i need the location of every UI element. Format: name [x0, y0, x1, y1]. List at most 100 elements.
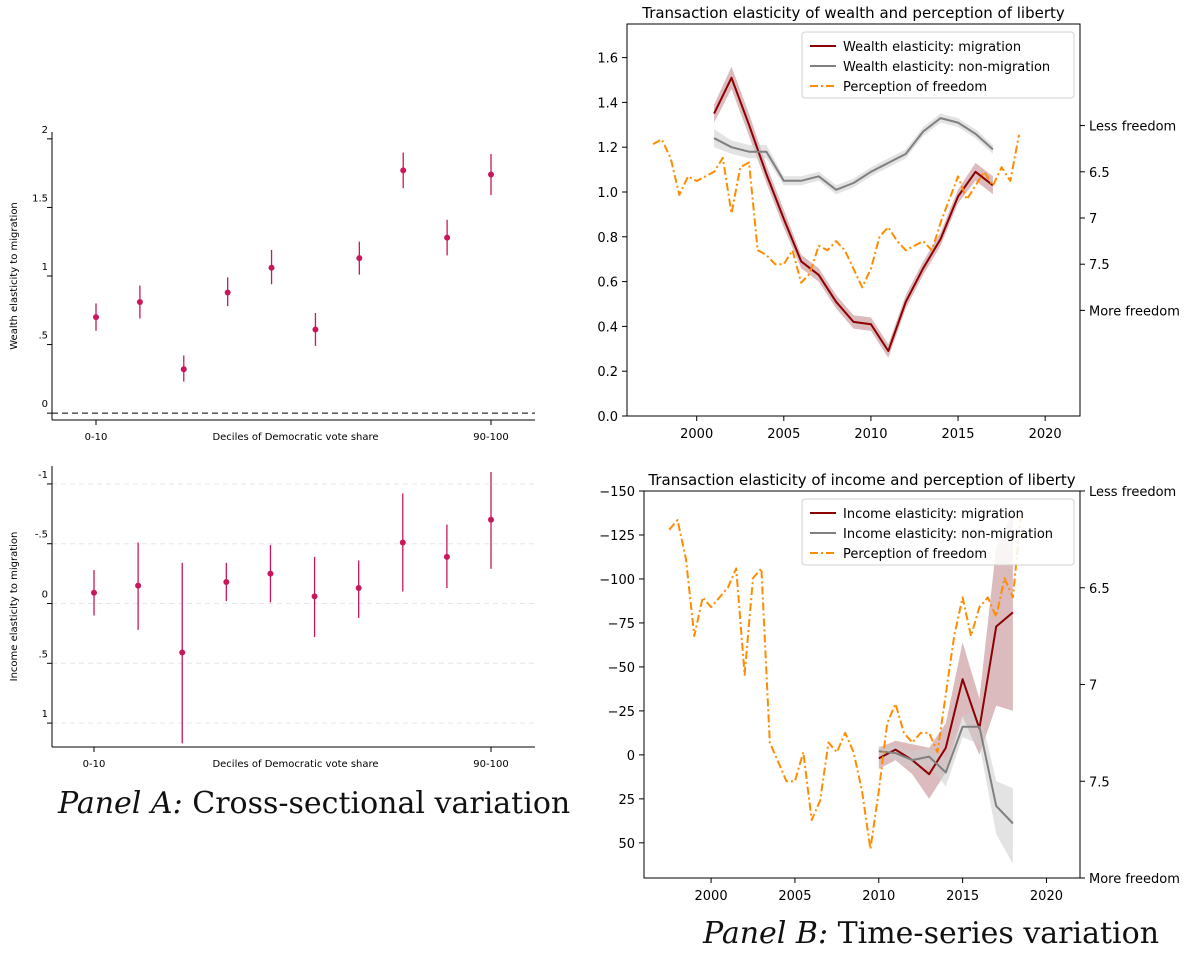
right-y-tick-label: Less freedom	[1089, 485, 1176, 500]
legend-label: Income elasticity: non-migration	[843, 527, 1053, 542]
x-tick-label: 2010	[862, 889, 895, 904]
x-tick-label: 2015	[941, 427, 974, 442]
y-axis-title: Income elasticity to migration	[9, 532, 20, 682]
panel-a-prefix: Panel A:	[58, 786, 183, 821]
y-tick-label: 2	[42, 125, 48, 136]
y-tick-label: −100	[599, 573, 635, 588]
series-line-migration	[878, 611, 1014, 776]
data-point	[268, 264, 275, 271]
panel-b-text: Time-series variation	[828, 916, 1160, 951]
x-tick-label: 0-10	[85, 432, 108, 443]
data-point	[224, 289, 231, 296]
y-tick-label: −125	[599, 529, 635, 544]
chart-title: Transaction elasticity of wealth and per…	[641, 4, 1065, 22]
x-axis-title: Deciles of Democratic vote share	[212, 759, 378, 770]
legend-label: Wealth elasticity: non-migration	[843, 60, 1050, 75]
data-point	[356, 255, 363, 262]
data-point	[444, 234, 451, 241]
series-line-migration	[713, 76, 994, 352]
data-point	[312, 326, 319, 333]
legend-label: Perception of freedom	[843, 80, 987, 95]
y-tick-label: 0.8	[597, 231, 618, 246]
x-tick-label: 0-10	[83, 759, 106, 770]
legend: Income elasticity: migration Income elast…	[801, 498, 1075, 566]
chart-wealth_time_series: Transaction elasticity of wealth and per…	[597, 4, 1180, 442]
right-y-tick-label: 7	[1089, 679, 1097, 694]
y-tick-label: 0	[627, 749, 635, 764]
data-point	[355, 584, 362, 591]
y-tick-label: 0.2	[597, 365, 618, 380]
y-tick-label: -1	[38, 470, 48, 481]
x-tick-label: 2020	[1029, 427, 1062, 442]
x-tick-label: 2015	[946, 889, 979, 904]
right-y-tick-label: More freedom	[1089, 872, 1180, 887]
data-point	[488, 171, 494, 178]
right-y-tick-label: 6.5	[1089, 582, 1110, 597]
y-tick-label: 1.6	[597, 52, 618, 67]
data-point	[399, 539, 406, 546]
data-point	[180, 366, 187, 373]
data-point	[400, 167, 407, 174]
y-tick-label: 0.6	[597, 276, 618, 291]
legend-label: Income elasticity: migration	[843, 507, 1024, 522]
series-line-freedom	[652, 134, 1020, 289]
y-tick-label: .5	[38, 649, 48, 660]
y-tick-label: 1	[42, 709, 48, 720]
y-tick-label: 1.0	[597, 186, 618, 201]
data-point	[488, 516, 494, 523]
y-tick-label: 0.0	[597, 410, 618, 425]
x-tick-label: 2010	[854, 427, 887, 442]
y-tick-label: 25	[618, 793, 635, 808]
y-tick-label: 0	[42, 590, 48, 601]
y-tick-label: 1	[42, 262, 48, 273]
series-line-non-migration	[878, 725, 1014, 825]
x-tick-label: 90-100	[473, 759, 508, 770]
data-point	[311, 593, 318, 600]
confidence-band-non-migration	[714, 113, 993, 195]
y-tick-label: -.5	[35, 530, 48, 541]
legend: Wealth elasticity: migration Wealth elast…	[801, 31, 1075, 99]
legend-box	[801, 31, 1075, 99]
x-tick-label: 2005	[778, 889, 811, 904]
plot-frame	[626, 23, 1081, 417]
panel-a-text: Cross-sectional variation	[182, 786, 571, 821]
panel-b-caption: Panel B: Time-series variation	[703, 916, 1159, 951]
right-y-tick-label: More freedom	[1089, 304, 1180, 319]
legend-label: Perception of freedom	[843, 547, 987, 562]
y-axis-title: Wealth elasticity to migration	[9, 202, 20, 350]
panel-b-prefix: Panel B:	[703, 916, 829, 951]
series-line-freedom	[668, 510, 1023, 850]
y-tick-label: −25	[608, 705, 635, 720]
y-tick-label: 1.2	[597, 141, 618, 156]
data-point	[223, 578, 230, 585]
x-tick-label: 2020	[1030, 889, 1063, 904]
chart-income_time_series: Transaction elasticity of income and per…	[599, 471, 1180, 904]
y-tick-label: 1.4	[597, 96, 618, 111]
series-line-non-migration	[713, 117, 994, 191]
data-point	[136, 299, 143, 306]
data-point	[267, 570, 274, 577]
chart-income_cross_section: -1 -.5 0 .5 1 0-10 90-100 Deciles of Democratic…	[9, 466, 535, 770]
data-point	[93, 314, 99, 321]
chart-title: Transaction elasticity of income and per…	[647, 471, 1075, 489]
y-tick-label: 0.4	[597, 320, 618, 335]
y-tick-label: 50	[618, 837, 635, 852]
panel-a-caption: Panel A: Cross-sectional variation	[58, 786, 570, 821]
data-point	[135, 582, 142, 589]
y-tick-label: 1.5	[32, 193, 48, 204]
y-tick-label: −50	[608, 661, 635, 676]
data-point	[443, 553, 450, 560]
x-axis-title: Deciles of Democratic vote share	[212, 432, 378, 443]
data-point	[91, 589, 97, 596]
chart-wealth_cross_section: 0 .5 1 1.5 2 0-10 90-100 Deciles of Democratic …	[9, 125, 535, 443]
right-y-tick-label: Less freedom	[1089, 120, 1176, 135]
x-tick-label: 2000	[695, 889, 728, 904]
x-tick-label: 2000	[680, 427, 713, 442]
y-tick-label: −150	[599, 485, 635, 500]
right-y-tick-label: 7.5	[1089, 775, 1110, 790]
x-tick-label: 2005	[767, 427, 800, 442]
y-tick-label: 0	[42, 399, 48, 410]
x-tick-label: 90-100	[473, 432, 508, 443]
legend-box	[801, 498, 1075, 566]
